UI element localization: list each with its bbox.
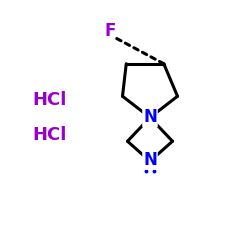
Text: HCl: HCl bbox=[33, 126, 67, 144]
Text: HCl: HCl bbox=[33, 91, 67, 109]
Text: F: F bbox=[104, 22, 116, 40]
Text: N: N bbox=[143, 151, 157, 169]
Text: N: N bbox=[143, 108, 157, 126]
